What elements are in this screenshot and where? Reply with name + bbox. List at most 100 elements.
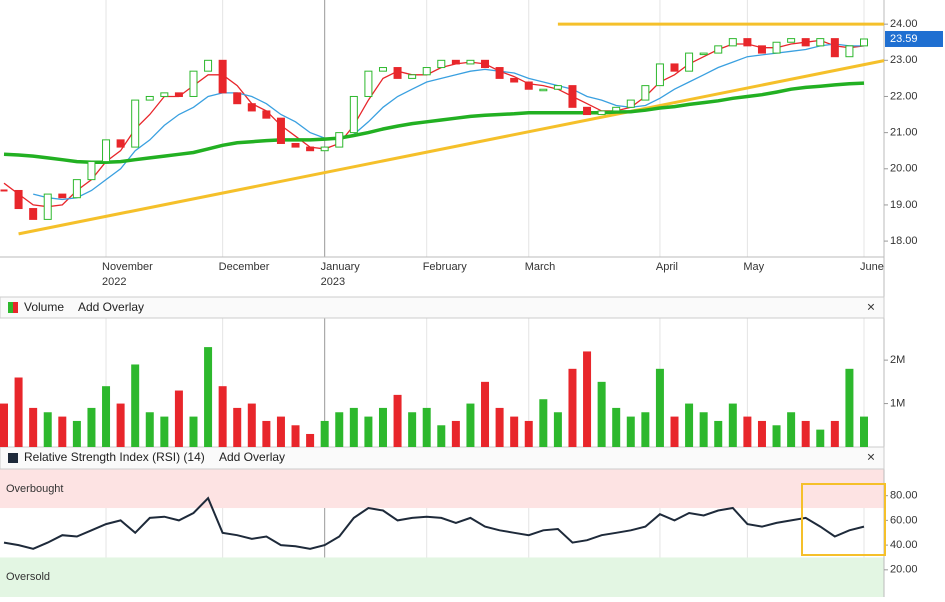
volume-bar xyxy=(349,407,358,447)
candle xyxy=(495,67,504,79)
volume-bar xyxy=(58,416,67,447)
volume-bar xyxy=(276,416,285,447)
candle xyxy=(335,132,344,148)
volume-bar xyxy=(0,403,8,447)
candle xyxy=(58,193,67,199)
last-price-box xyxy=(885,30,943,47)
volume-bar xyxy=(860,416,868,447)
candle xyxy=(364,70,373,97)
candle xyxy=(14,189,23,210)
close-button[interactable]: × xyxy=(867,299,875,315)
candle xyxy=(116,139,125,148)
add-overlay-button[interactable]: Add Overlay xyxy=(219,450,285,464)
candle xyxy=(787,38,796,43)
volume-bar xyxy=(510,416,519,447)
volume-bar xyxy=(291,425,300,447)
x-tick-label: June xyxy=(860,261,884,273)
volume-icon xyxy=(13,302,18,313)
x-tick-year: 2023 xyxy=(321,276,345,288)
candle xyxy=(699,52,708,56)
highlight-box xyxy=(801,483,886,556)
candle xyxy=(568,85,577,108)
y-tick-label: 2M xyxy=(890,354,905,366)
volume-bar xyxy=(451,420,460,447)
x-tick-label: December xyxy=(219,261,270,273)
candle xyxy=(87,161,96,181)
x-tick-year: 2022 xyxy=(102,276,126,288)
volume-bar xyxy=(204,347,213,447)
candle xyxy=(233,92,242,105)
candle xyxy=(218,59,227,94)
candle xyxy=(845,45,854,58)
candle xyxy=(714,45,723,54)
volume-bar xyxy=(553,412,562,447)
candle xyxy=(422,67,431,76)
volume-bar xyxy=(174,390,183,447)
volume-icon xyxy=(8,302,13,313)
x-tick-label: January xyxy=(321,261,361,273)
candle xyxy=(757,45,766,54)
candle xyxy=(612,106,621,112)
candle xyxy=(408,74,417,79)
candle xyxy=(145,95,154,101)
volume-bar xyxy=(583,351,592,447)
volume-bar xyxy=(378,407,387,447)
x-tick-label: November xyxy=(102,261,153,273)
candle xyxy=(72,179,81,199)
volume-bar xyxy=(393,394,402,447)
volume-bar xyxy=(845,368,854,447)
candle xyxy=(466,59,475,65)
volume-bar xyxy=(262,420,271,447)
y-tick-label: 1M xyxy=(890,397,905,409)
candle xyxy=(830,38,839,58)
volume-bar xyxy=(116,403,125,447)
close-button[interactable]: × xyxy=(867,449,875,465)
volume-bar xyxy=(830,420,839,447)
x-tick-label: April xyxy=(656,261,678,273)
rsi-title: Relative Strength Index (RSI) (14) xyxy=(24,450,205,464)
add-overlay-button[interactable]: Add Overlay xyxy=(78,300,144,314)
candle xyxy=(189,70,198,97)
volume-bar xyxy=(422,407,431,447)
volume-bar xyxy=(320,420,329,447)
volume-bar xyxy=(481,381,490,447)
candle xyxy=(102,139,111,163)
volume-bar xyxy=(408,412,417,447)
volume-bar xyxy=(247,403,256,447)
candle xyxy=(670,63,679,72)
volume-bar xyxy=(670,416,679,447)
volume-bar xyxy=(160,416,169,447)
candle xyxy=(801,38,810,47)
volume-bar xyxy=(218,386,227,447)
volume-bar xyxy=(539,399,548,447)
volume-bar xyxy=(757,420,766,447)
volume-bar xyxy=(787,412,796,447)
x-tick-label: February xyxy=(423,261,468,273)
candle xyxy=(481,59,490,69)
volume-bar xyxy=(87,407,96,447)
volume-bar xyxy=(728,403,737,447)
candle xyxy=(131,99,140,148)
candle xyxy=(262,110,271,119)
candle xyxy=(247,103,256,112)
volume-bar xyxy=(495,407,504,447)
candle xyxy=(553,85,562,90)
candle xyxy=(743,38,752,47)
volume-bar xyxy=(29,407,38,447)
y-tick-label: 40.00 xyxy=(890,539,918,551)
candle xyxy=(320,146,329,152)
volume-bar xyxy=(568,368,577,447)
candle xyxy=(685,52,694,72)
rsi-icon xyxy=(8,453,18,463)
trendline xyxy=(18,59,885,236)
volume-bar xyxy=(306,433,315,447)
candle xyxy=(437,59,446,69)
y-tick-label: 20.00 xyxy=(890,564,918,576)
volume-bar xyxy=(714,420,723,447)
x-tick-label: March xyxy=(525,261,556,273)
candle xyxy=(349,95,358,134)
volume-title: Volume xyxy=(24,300,64,314)
volume-bar xyxy=(524,420,533,447)
candle xyxy=(276,117,285,144)
